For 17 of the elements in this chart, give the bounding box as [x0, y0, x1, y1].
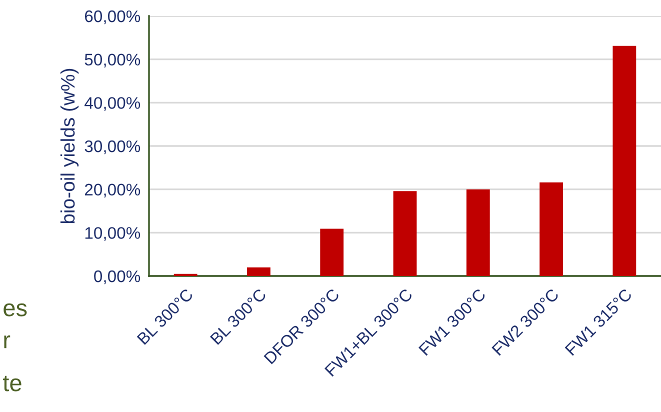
bar: [320, 228, 344, 276]
y-axis-title: bio-oil yields (w%): [60, 68, 79, 224]
y-tick-label: 10,00%: [85, 227, 140, 241]
y-tick-label: 0,00%: [94, 270, 140, 284]
bar: [466, 189, 490, 276]
text: es: [4, 303, 27, 316]
y-tick-label: 50,00%: [84, 54, 140, 68]
y-tick-label: 60,00%: [84, 10, 140, 24]
bar: [612, 46, 636, 276]
text: te: [3, 376, 22, 392]
bar: [540, 182, 563, 276]
bar: [247, 267, 270, 276]
bar: [393, 191, 417, 276]
text: r: [4, 335, 10, 348]
y-tick-label: 20,00%: [84, 184, 140, 198]
y-tick-label: 30,00%: [84, 140, 140, 154]
y-tick-label: 40,00%: [84, 97, 140, 111]
